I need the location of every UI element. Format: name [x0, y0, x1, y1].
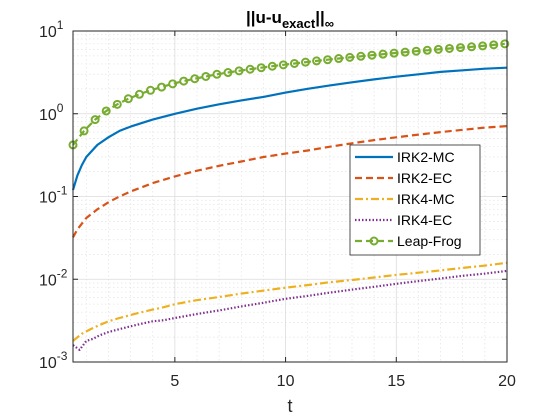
data-point	[212, 69, 222, 79]
series-line	[72, 261, 508, 342]
data-point	[223, 68, 233, 78]
data-point	[301, 57, 310, 67]
series-line	[71, 66, 508, 191]
legend: IRK2-MC IRK2-EC IRK4-MC IRK4-EC Leap-Frog	[349, 144, 481, 256]
data-point	[400, 47, 410, 57]
x-tick-label: 20	[498, 373, 516, 390]
y-tick-base: 10	[39, 24, 57, 41]
y-tick-label: 10-1	[39, 184, 68, 207]
x-tick-label: 5	[170, 373, 179, 390]
legend-entry: Leap-Frog	[355, 233, 462, 249]
data-point	[356, 51, 366, 61]
y-tick-exponent: -2	[57, 266, 68, 280]
data-point	[489, 40, 499, 50]
y-tick-label: 10-2	[39, 266, 68, 289]
legend-entry: IRK2-EC	[355, 170, 452, 186]
data-point	[123, 94, 133, 104]
y-tick-label: 10-3	[39, 349, 68, 372]
series-irk2-ec	[72, 125, 508, 238]
series-line	[72, 269, 508, 351]
y-tick-exponent: -1	[57, 184, 68, 198]
data-point	[323, 55, 333, 65]
data-point	[411, 46, 421, 56]
data-point	[90, 115, 100, 125]
legend-label: IRK4-EC	[397, 212, 452, 228]
data-point	[456, 43, 465, 53]
series-line	[72, 42, 505, 146]
data-point	[234, 66, 244, 76]
series-layer	[68, 39, 510, 351]
data-point	[345, 52, 355, 62]
grid	[73, 30, 508, 363]
data-point	[168, 79, 178, 89]
title-subscript: exact	[282, 16, 316, 31]
legend-entry: IRK4-EC	[355, 212, 452, 228]
data-point	[157, 82, 167, 92]
y-tick-exponent: -3	[57, 349, 68, 363]
data-point	[201, 71, 211, 81]
y-tick-base: 10	[39, 107, 57, 124]
data-point	[500, 39, 510, 49]
y-tick-base: 10	[39, 355, 57, 372]
y-tick-label: 100	[39, 101, 64, 124]
data-point	[378, 49, 388, 59]
y-tick-exponent: 1	[57, 18, 64, 32]
data-point	[146, 85, 155, 95]
data-point	[289, 58, 299, 68]
series-irk4-ec	[72, 269, 508, 351]
x-tick-label: 15	[387, 373, 405, 390]
y-tick-base: 10	[39, 272, 57, 289]
legend-entry: IRK4-MC	[355, 191, 455, 207]
title-suffix: ||	[315, 8, 325, 27]
legend-label: IRK4-MC	[397, 191, 455, 207]
data-point	[256, 63, 266, 73]
data-point	[267, 61, 277, 71]
data-point	[79, 126, 89, 136]
legend-entry: IRK2-MC	[355, 149, 455, 165]
series-leap-frog	[68, 39, 510, 150]
data-point	[389, 48, 399, 58]
data-point	[278, 60, 288, 70]
legend-label: IRK2-MC	[397, 149, 455, 165]
data-point	[312, 56, 322, 66]
data-point	[245, 64, 255, 74]
data-point	[467, 42, 477, 52]
data-point	[179, 76, 189, 86]
data-point	[478, 41, 488, 51]
data-point	[433, 44, 443, 54]
data-point	[422, 45, 432, 55]
legend-marker	[369, 236, 379, 246]
x-tick-label: 10	[277, 373, 295, 390]
series-irk4-mc	[72, 261, 508, 342]
data-point	[101, 106, 111, 116]
series-irk2-mc	[71, 66, 508, 191]
title-prefix: ||u-u	[246, 8, 282, 27]
y-tick-base: 10	[39, 190, 57, 207]
title-sub2: ∞	[325, 16, 334, 31]
legend-label: IRK2-EC	[397, 170, 452, 186]
data-point	[190, 74, 200, 84]
data-point	[112, 99, 122, 109]
data-point	[334, 54, 344, 64]
data-point	[134, 89, 144, 99]
data-point	[444, 43, 454, 53]
data-point	[367, 50, 377, 60]
chart-title: ||u-uexact||∞	[246, 8, 334, 31]
y-tick-label: 101	[39, 18, 64, 41]
y-tick-exponent: 0	[57, 101, 64, 115]
series-line	[72, 125, 508, 238]
x-axis-label: t	[287, 396, 292, 416]
legend-label: Leap-Frog	[397, 233, 462, 249]
